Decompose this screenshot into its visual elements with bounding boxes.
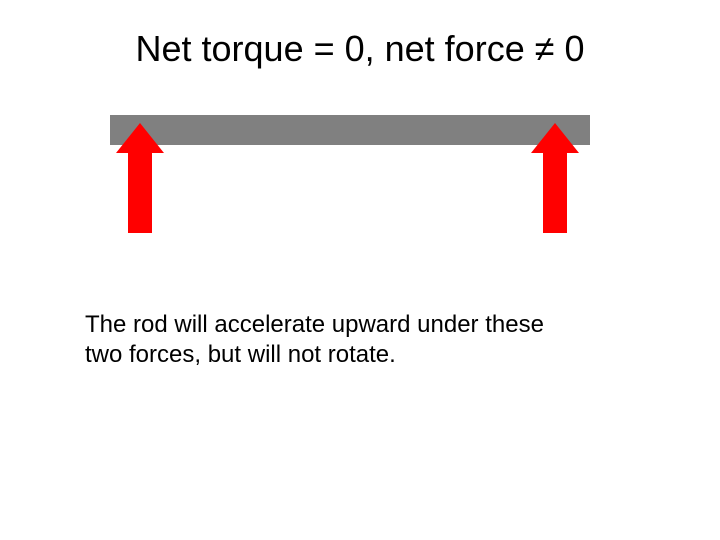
slide-title: Net torque = 0, net force ≠ 0 bbox=[0, 28, 720, 70]
arrow-shaft bbox=[128, 153, 152, 233]
arrow-shaft bbox=[543, 153, 567, 233]
caption-text: The rod will accelerate upward under the… bbox=[85, 310, 544, 370]
caption-line-1: The rod will accelerate upward under the… bbox=[85, 310, 544, 340]
rod-bar bbox=[110, 115, 590, 145]
torque-diagram bbox=[110, 115, 590, 265]
arrow-head-icon bbox=[531, 123, 579, 153]
slide: Net torque = 0, net force ≠ 0 The rod wi… bbox=[0, 0, 720, 540]
caption-line-2: two forces, but will not rotate. bbox=[85, 340, 544, 370]
arrow-head-icon bbox=[116, 123, 164, 153]
